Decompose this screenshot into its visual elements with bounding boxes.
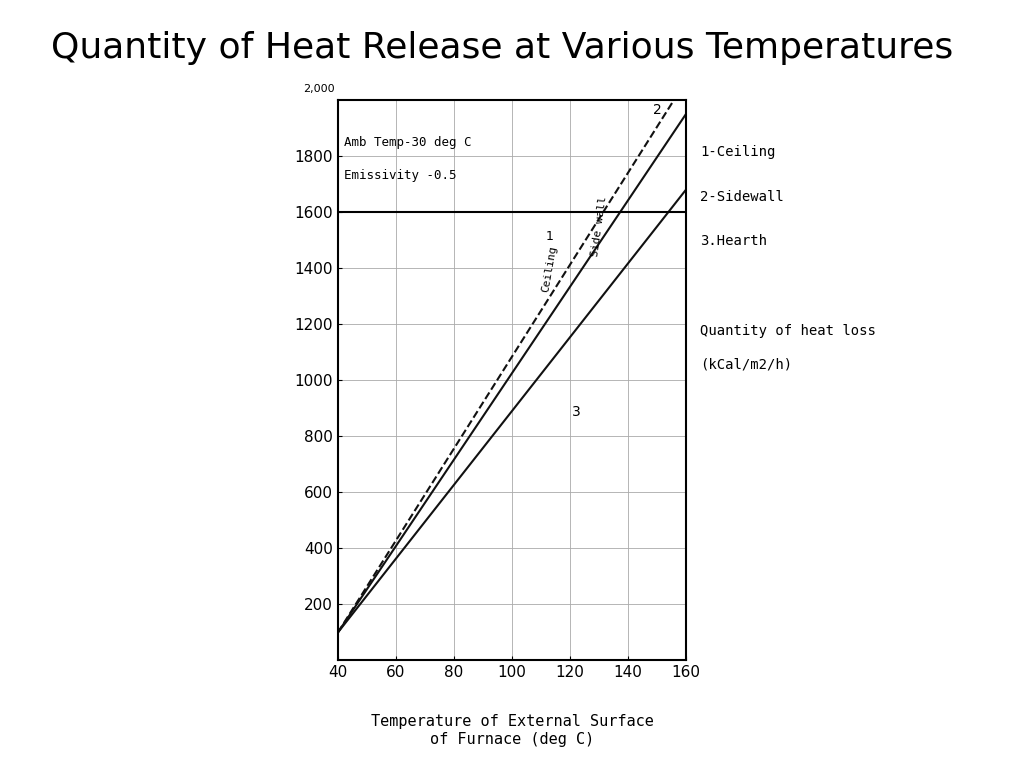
- Text: 1-Ceiling: 1-Ceiling: [700, 144, 775, 159]
- Text: 3.Hearth: 3.Hearth: [700, 234, 767, 248]
- Text: Emissivity -0.5: Emissivity -0.5: [344, 168, 457, 181]
- Text: 1: 1: [546, 230, 554, 243]
- Text: Side wall: Side wall: [590, 195, 608, 257]
- Text: (kCal/m2/h): (kCal/m2/h): [700, 358, 793, 372]
- Text: Temperature of External Surface
of Furnace (deg C): Temperature of External Surface of Furna…: [371, 714, 653, 746]
- Text: 2-Sidewall: 2-Sidewall: [700, 190, 783, 204]
- Text: Ceiling: Ceiling: [541, 245, 559, 293]
- Text: Amb Temp-30 deg C: Amb Temp-30 deg C: [344, 136, 471, 149]
- Text: 2,000: 2,000: [303, 84, 335, 94]
- Text: 2: 2: [652, 103, 662, 117]
- Text: 3: 3: [571, 406, 581, 419]
- Text: Quantity of Heat Release at Various Temperatures: Quantity of Heat Release at Various Temp…: [51, 31, 953, 65]
- Text: Quantity of heat loss: Quantity of heat loss: [700, 324, 876, 338]
